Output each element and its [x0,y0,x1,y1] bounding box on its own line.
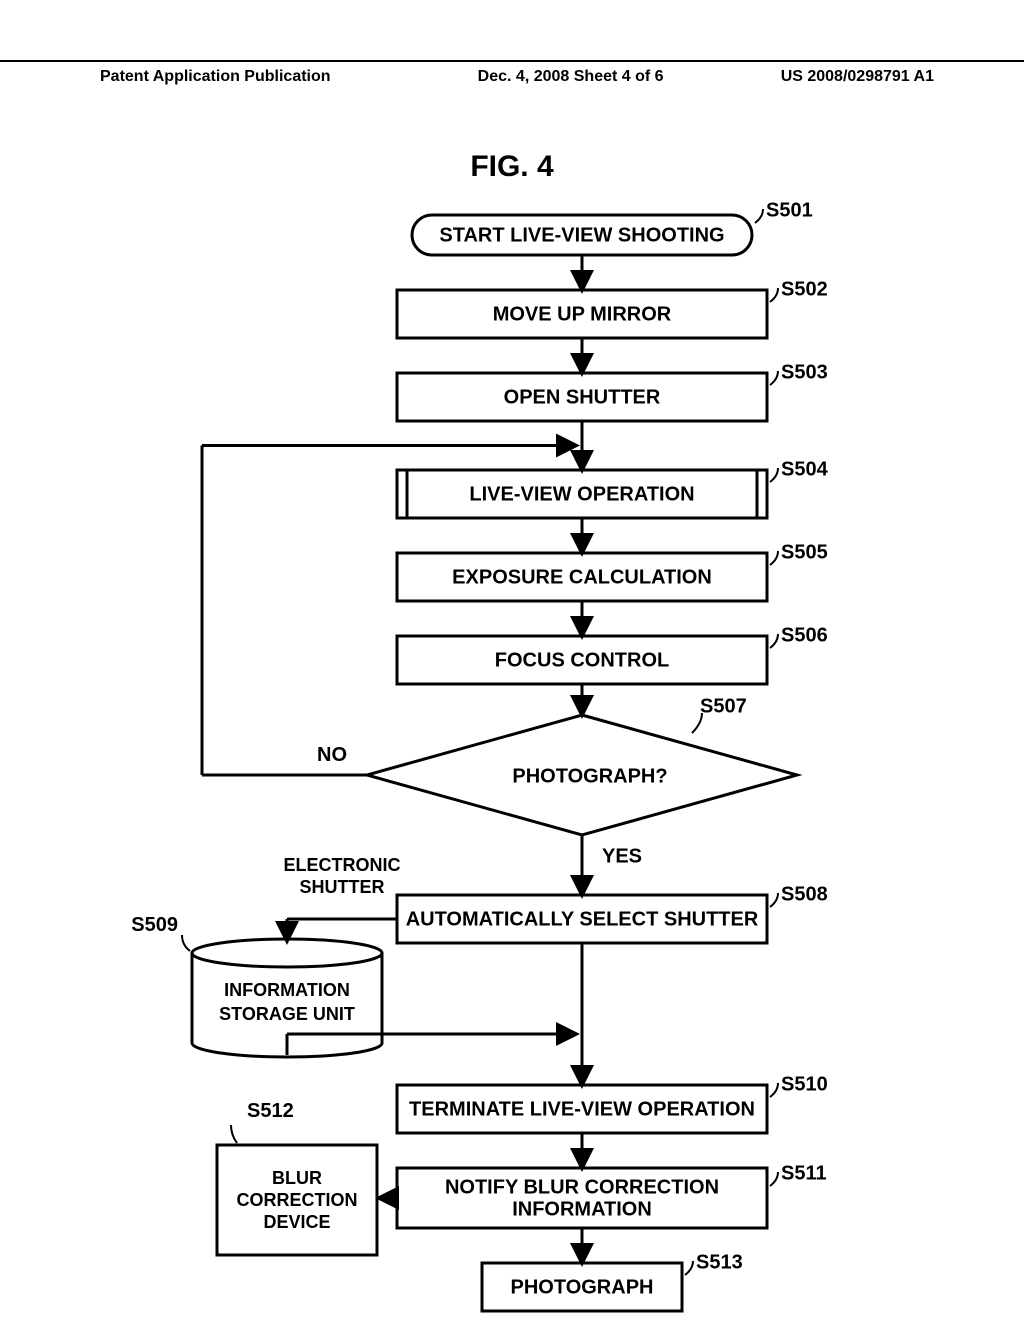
svg-text:S501: S501 [766,199,813,221]
svg-text:TERMINATE LIVE-VIEW OPERATION: TERMINATE LIVE-VIEW OPERATION [409,1098,755,1120]
svg-text:PHOTOGRAPH?: PHOTOGRAPH? [512,765,667,787]
svg-text:S508: S508 [781,883,828,905]
header-left: Patent Application Publication [100,68,331,86]
svg-text:PHOTOGRAPH: PHOTOGRAPH [511,1276,654,1298]
header-right: US 2008/0298791 A1 [781,68,934,86]
svg-text:S504: S504 [781,458,829,480]
svg-text:STORAGE UNIT: STORAGE UNIT [219,1004,355,1024]
svg-text:EXPOSURE CALCULATION: EXPOSURE CALCULATION [452,566,712,588]
svg-text:OPEN SHUTTER: OPEN SHUTTER [504,386,661,408]
svg-text:INFORMATION: INFORMATION [512,1198,652,1220]
svg-text:YES: YES [602,845,642,867]
svg-text:S513: S513 [696,1251,743,1273]
svg-text:S506: S506 [781,624,828,646]
svg-text:START LIVE-VIEW SHOOTING: START LIVE-VIEW SHOOTING [439,224,724,246]
svg-text:AUTOMATICALLY SELECT SHUTTER: AUTOMATICALLY SELECT SHUTTER [406,908,759,930]
svg-text:BLUR: BLUR [272,1168,322,1188]
svg-text:S510: S510 [781,1073,828,1095]
svg-text:S507: S507 [700,695,747,717]
svg-text:S505: S505 [781,541,828,563]
header-mid: Dec. 4, 2008 Sheet 4 of 6 [331,68,781,86]
svg-text:DEVICE: DEVICE [263,1212,330,1232]
svg-text:NO: NO [317,744,347,766]
svg-text:S512: S512 [247,1100,294,1122]
svg-text:S502: S502 [781,278,828,300]
svg-text:CORRECTION: CORRECTION [237,1190,358,1210]
svg-text:S503: S503 [781,361,828,383]
svg-text:S511: S511 [781,1162,827,1184]
svg-text:LIVE-VIEW OPERATION: LIVE-VIEW OPERATION [469,483,694,505]
svg-text:NOTIFY BLUR CORRECTION: NOTIFY BLUR CORRECTION [445,1176,719,1198]
figure-title: FIG. 4 [0,150,1024,184]
page: Patent Application Publication Dec. 4, 2… [0,0,1024,1320]
svg-text:INFORMATION: INFORMATION [224,980,350,1000]
svg-text:FOCUS CONTROL: FOCUS CONTROL [495,649,669,671]
flowchart: START LIVE-VIEW SHOOTING S501 MOVE UP MIRR… [60,195,1024,1325]
svg-text:S509: S509 [131,914,178,936]
svg-text:MOVE UP MIRROR: MOVE UP MIRROR [493,303,672,325]
page-header: Patent Application Publication Dec. 4, 2… [0,60,1024,86]
svg-text:SHUTTER: SHUTTER [300,877,385,897]
svg-text:ELECTRONIC: ELECTRONIC [284,855,401,875]
